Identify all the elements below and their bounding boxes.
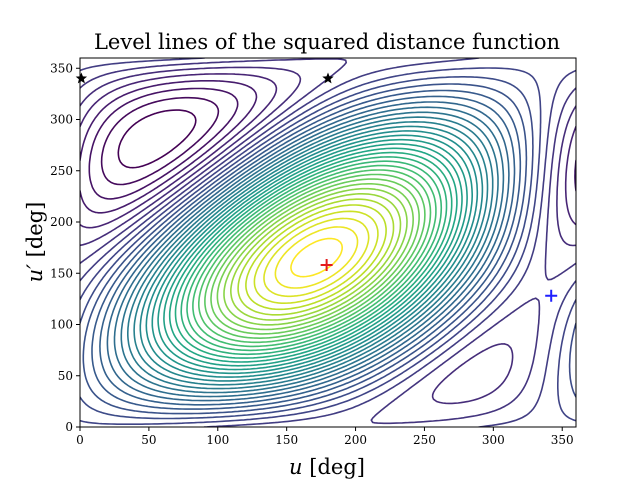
contour-level bbox=[80, 58, 576, 425]
contour-level bbox=[80, 66, 576, 405]
contour-level bbox=[253, 210, 379, 304]
contour-level bbox=[216, 183, 414, 331]
contour-level bbox=[157, 138, 468, 371]
star-marker bbox=[75, 72, 88, 84]
contour-level bbox=[139, 125, 484, 382]
blue-plus-marker bbox=[545, 289, 558, 302]
contour-level bbox=[210, 178, 420, 335]
y-tick-label: 300 bbox=[50, 113, 73, 127]
star-marker bbox=[322, 72, 334, 84]
y-tick-label: 150 bbox=[50, 266, 73, 280]
contour-level bbox=[82, 83, 528, 415]
contour-level bbox=[120, 111, 499, 394]
contour-level bbox=[88, 87, 239, 200]
x-tick-label: 250 bbox=[413, 433, 436, 447]
contour-level bbox=[80, 76, 576, 420]
x-tick-label: 350 bbox=[551, 433, 574, 447]
chart-title: Level lines of the squared distance func… bbox=[94, 30, 560, 54]
contour-level bbox=[223, 187, 408, 326]
contour-level bbox=[230, 193, 402, 321]
contour-level bbox=[237, 198, 395, 316]
contour-level bbox=[99, 95, 516, 406]
y-tick-label: 50 bbox=[58, 369, 73, 383]
x-tick-label: 100 bbox=[206, 433, 229, 447]
contour-level bbox=[113, 106, 505, 398]
contour-level bbox=[274, 226, 359, 289]
x-tick-label: 200 bbox=[344, 433, 367, 447]
x-axis-label-unit: [deg] bbox=[303, 455, 365, 479]
contour-level bbox=[290, 237, 343, 278]
contour-level bbox=[180, 156, 448, 356]
x-axis: 0 50 100 150 200 250 300 350 bbox=[76, 427, 574, 447]
x-tick-label: 0 bbox=[76, 433, 84, 447]
red-plus-marker bbox=[320, 259, 333, 272]
x-axis-label: u [deg] bbox=[289, 455, 365, 479]
contour-level bbox=[204, 173, 426, 339]
y-axis-label-symbol: u′ bbox=[23, 264, 47, 283]
contour-level bbox=[174, 151, 453, 359]
y-tick-label: 350 bbox=[50, 61, 73, 75]
contour-level bbox=[133, 121, 489, 386]
y-tick-label: 100 bbox=[50, 318, 73, 332]
contour-level bbox=[168, 147, 458, 363]
contour-level bbox=[163, 143, 463, 367]
y-tick-label: 250 bbox=[50, 164, 73, 178]
contour-level bbox=[100, 96, 220, 186]
contour-lines bbox=[80, 58, 576, 427]
y-tick-label: 200 bbox=[50, 215, 73, 229]
contour-level bbox=[106, 101, 510, 402]
y-axis-label-unit: [deg] bbox=[23, 202, 47, 264]
x-tick-label: 300 bbox=[482, 433, 505, 447]
contour-level bbox=[80, 67, 576, 425]
contour-level bbox=[263, 217, 370, 298]
contour-level bbox=[145, 130, 479, 378]
y-axis: 0 50 100 150 200 250 300 350 bbox=[50, 61, 80, 434]
contour-level bbox=[198, 169, 432, 344]
contour-level bbox=[186, 160, 443, 352]
markers bbox=[75, 72, 558, 302]
contour-level bbox=[117, 109, 197, 169]
x-tick-label: 50 bbox=[141, 433, 156, 447]
x-tick-label: 150 bbox=[275, 433, 298, 447]
contour-level bbox=[151, 134, 473, 375]
y-axis-label: u′ [deg] bbox=[23, 202, 47, 283]
contour-level bbox=[245, 204, 387, 311]
contour-level bbox=[192, 164, 437, 348]
contour-level bbox=[127, 116, 494, 390]
plot-frame bbox=[79, 57, 577, 428]
y-tick-label: 0 bbox=[65, 420, 73, 434]
contour-level bbox=[91, 89, 522, 410]
x-axis-label-symbol: u bbox=[289, 455, 303, 479]
contour-level bbox=[80, 80, 576, 214]
contour-level bbox=[80, 73, 576, 229]
